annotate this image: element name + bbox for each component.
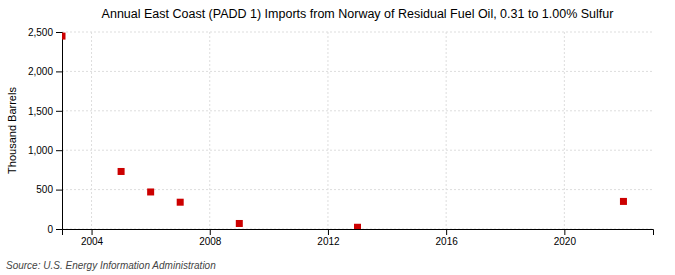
y-tick-label: 2,500	[28, 27, 53, 38]
y-tick-mark	[56, 229, 62, 230]
y-tick: 500	[36, 184, 62, 195]
grid-line-x	[564, 32, 565, 229]
y-axis: 0 500 1,000 1,500 2,000 2,500	[28, 27, 63, 235]
grid-line-x	[446, 32, 447, 229]
point	[147, 188, 154, 195]
y-tick-label: 500	[36, 184, 53, 195]
x-tick-label: 2004	[81, 236, 104, 247]
y-tick-label: 1,500	[28, 106, 53, 117]
y-axis-title: Thousand Barrels	[6, 87, 18, 174]
x-tick-label: 2020	[554, 236, 577, 247]
x-tick: 2020	[554, 229, 577, 247]
x-tick-label: 2016	[436, 236, 459, 247]
x-tick-mark	[210, 229, 211, 235]
y-tick-label: 2,000	[28, 66, 53, 77]
x-tick: 2008	[199, 229, 222, 247]
y-tick: 0	[47, 224, 62, 235]
x-tick-label: 2008	[199, 236, 222, 247]
x-axis-line	[63, 230, 654, 236]
x-tick-mark	[446, 229, 447, 235]
y-tick-mark	[56, 150, 62, 151]
point	[236, 220, 243, 227]
grid-line-y	[62, 32, 653, 33]
point	[62, 33, 66, 40]
grid-line-x	[209, 32, 210, 229]
grid-line-y	[62, 71, 653, 72]
y-tick-label: 1,000	[28, 145, 53, 156]
y-tick: 2,000	[28, 66, 62, 77]
x-tick-mark	[564, 229, 565, 235]
y-tick-mark	[56, 190, 62, 191]
x-tick: 2004	[81, 229, 104, 247]
grid-line-y	[62, 110, 653, 111]
annotation: Source: U.S. Energy Information Administ…	[6, 260, 216, 271]
points	[62, 33, 627, 229]
point	[620, 198, 627, 205]
grid	[62, 32, 653, 229]
x-tick: 2012	[317, 229, 340, 247]
grid-line-y	[62, 150, 653, 151]
y-tick: 2,500	[28, 27, 62, 38]
y-tick: 1,500	[28, 106, 62, 117]
grid-line-x	[91, 32, 92, 229]
x-tick-label: 2012	[317, 236, 340, 247]
plot-area: 2004 2008 2012 2016 2020 0 500 1,000 1,500 2,000 2…	[28, 27, 654, 247]
title: Annual East Coast (PADD 1) Imports from …	[102, 7, 614, 21]
x-tick-mark	[92, 229, 93, 235]
y-tick-mark	[56, 71, 62, 72]
y-axis-line	[56, 33, 63, 230]
x-tick-mark	[328, 229, 329, 235]
grid-line-x	[327, 32, 328, 229]
y-tick-mark	[56, 111, 62, 112]
point	[118, 168, 125, 175]
chart: 2004 2008 2012 2016 2020 0 500 1,000 1,500 2,000 2…	[0, 0, 675, 275]
point	[177, 199, 184, 206]
x-tick: 2016	[436, 229, 459, 247]
point	[354, 224, 361, 229]
y-tick-label: 0	[47, 224, 53, 235]
y-tick-mark	[56, 32, 62, 33]
y-tick: 1,000	[28, 145, 62, 156]
x-axis: 2004 2008 2012 2016 2020	[63, 229, 654, 247]
